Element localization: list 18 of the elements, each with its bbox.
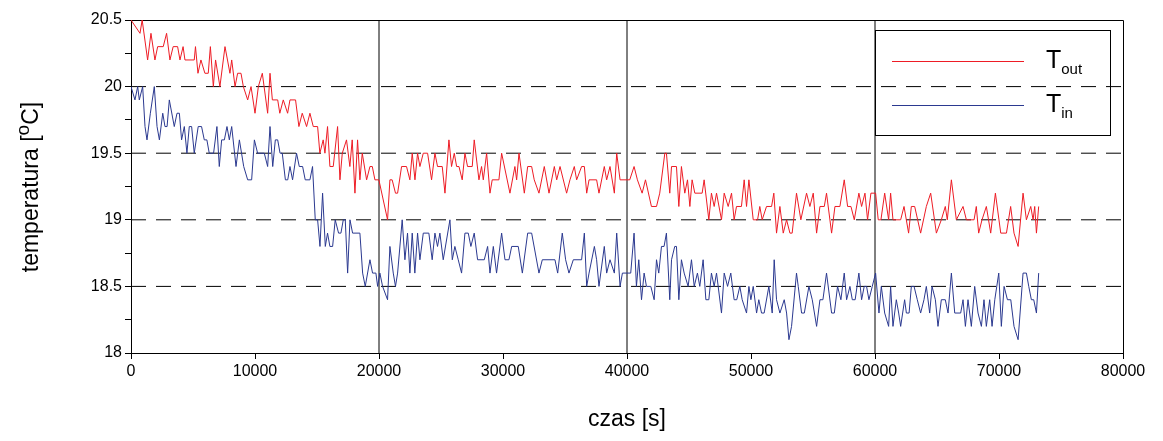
x-tick-label: 80000 (1100, 362, 1146, 380)
x-axis-title: czas [s] (588, 405, 666, 432)
x-tick-label: 60000 (852, 362, 898, 380)
y-tick-label: 20.5 (90, 10, 123, 28)
y-tick-label: 18 (104, 343, 123, 361)
y-tick-label: 19 (104, 210, 123, 228)
y-tick-label: 18.5 (90, 276, 123, 294)
y-tick-label: 20 (104, 77, 123, 95)
text: T$_{out}$ (1046, 45, 1084, 77)
x-tick-label: 0 (126, 362, 136, 380)
y-tick-label: 19.5 (90, 143, 123, 161)
text: T$_{in}$ (1046, 89, 1074, 121)
x-tick-label: 70000 (976, 362, 1022, 380)
x-tick-label: 30000 (480, 362, 526, 380)
x-tick-label: 10000 (232, 362, 278, 380)
x-tick-label: 50000 (728, 362, 774, 380)
x-tick-label: 40000 (604, 362, 650, 380)
x-tick-label: 20000 (356, 362, 402, 380)
